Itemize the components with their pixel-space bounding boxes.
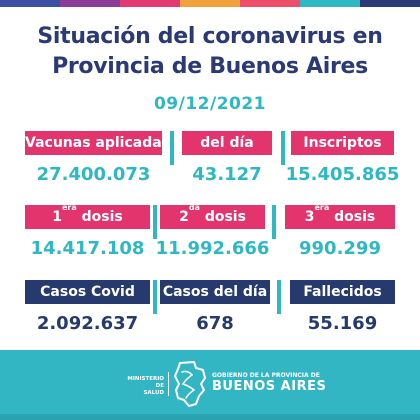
vacunas-aplicadas-label: Vacunas aplicadas <box>25 131 170 155</box>
dosis-number: 3 <box>304 209 315 225</box>
top-color-segment <box>360 0 420 7</box>
province-map-icon <box>174 361 206 407</box>
ministerio-line-2: DE <box>155 383 164 389</box>
page-title: Situación del coronavirus en Provincia d… <box>0 22 420 82</box>
primera-dosis-value: 14.417.108 <box>30 238 145 259</box>
tercera-dosis-label: 3era dosis <box>285 203 395 229</box>
dosis-ordinal: da <box>188 203 200 213</box>
column-divider <box>277 280 281 314</box>
gobierno-line-1: GOBIERNO DE LA PROVINCIA DE <box>212 372 320 379</box>
dosis-number: 1 <box>52 209 62 225</box>
ministerio-line-1: MINISTERIO <box>127 376 164 382</box>
top-color-segment <box>180 0 240 7</box>
column-divider <box>281 131 285 165</box>
del-dia-label: del día <box>182 131 272 155</box>
top-color-segment <box>60 0 120 7</box>
dosis-ordinal: era <box>61 203 77 213</box>
dosis-word: dosis <box>81 209 123 225</box>
column-divider <box>153 280 157 314</box>
title-line-1: Situación del coronavirus en <box>37 24 383 49</box>
top-color-segment <box>0 0 60 7</box>
fallecidos-value: 55.169 <box>307 313 378 334</box>
top-color-segment <box>300 0 360 7</box>
dosis-number: 2 <box>179 209 189 225</box>
dosis-word: dosis <box>204 209 246 225</box>
gobierno-pba-logo-text: GOBIERNO DE LA PROVINCIA DE BUENOS AIRES <box>212 372 326 394</box>
ministerio-de-salud-logo: MINISTERIO DE SALUD <box>120 376 164 397</box>
inscriptos-label: Inscriptos <box>291 131 394 155</box>
segunda-dosis-value: 11.992.666 <box>155 238 270 259</box>
casos-covid-label: Casos Covid <box>25 280 150 304</box>
column-divider <box>272 205 276 239</box>
report-date: 09/12/2021 <box>153 94 267 114</box>
gobierno-line-2: BUENOS AIRES <box>212 379 327 394</box>
ministerio-line-3: SALUD <box>143 390 164 396</box>
inscriptos-value: 15.405.865 <box>285 164 400 185</box>
vacunas-aplicadas-value: 27.400.073 <box>36 164 151 185</box>
del-dia-value: 43.127 <box>192 164 262 185</box>
top-color-segment <box>240 0 300 7</box>
casos-del-dia-label: Casos del día <box>160 280 270 304</box>
primera-dosis-label: 1era dosis <box>25 203 150 229</box>
title-line-2: Provincia de Buenos Aires <box>52 54 368 79</box>
footer-strip <box>0 414 420 420</box>
top-color-bar <box>0 0 420 7</box>
tercera-dosis-value: 990.299 <box>299 238 381 259</box>
fallecidos-label: Fallecidos <box>290 280 395 304</box>
dosis-ordinal: era <box>314 203 330 213</box>
footer-band <box>0 350 420 420</box>
column-divider <box>170 131 174 165</box>
casos-del-dia-value: 678 <box>196 313 234 334</box>
logo-separator <box>168 372 169 396</box>
casos-covid-value: 2.092.637 <box>36 313 139 334</box>
top-color-segment <box>120 0 180 7</box>
column-divider <box>153 205 157 239</box>
segunda-dosis-label: 2da dosis <box>160 203 265 229</box>
dosis-word: dosis <box>334 209 376 225</box>
